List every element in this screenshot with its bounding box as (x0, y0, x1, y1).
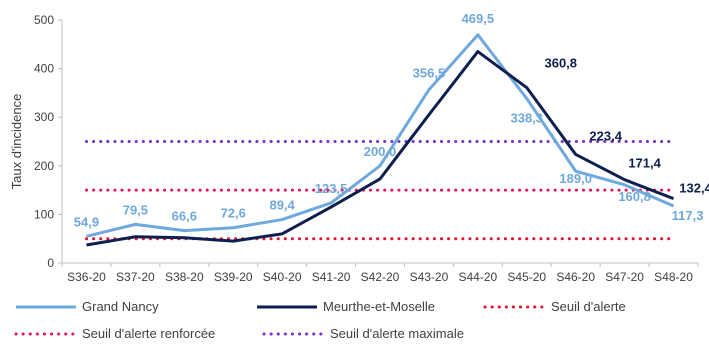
x-tick-label: S48-20 (654, 270, 693, 284)
x-tick-label: S42-20 (361, 270, 400, 284)
data-label-grand-nancy: 338,3 (510, 111, 543, 126)
x-tick-label: S44-20 (458, 270, 497, 284)
legend-label: Meurthe-et-Moselle (323, 299, 435, 314)
data-label-grand-nancy: 356,5 (413, 66, 446, 81)
data-label-grand-nancy: 72,6 (221, 206, 246, 221)
series-layer (84, 33, 676, 247)
data-label-grand-nancy: 89,4 (269, 198, 295, 213)
data-label-meurthe-et-moselle: 360,8 (544, 56, 577, 71)
legend: Grand Nancy Meurthe-et-Moselle Seuil d'ale… (14, 299, 626, 341)
series-line-meurthe-et-moselle (86, 50, 675, 247)
series-line-grand-nancy (86, 33, 675, 238)
y-tick-label: 0 (47, 256, 54, 270)
x-tick-label: S39-20 (214, 270, 253, 284)
legend-label: Seuil d'alerte maximale (330, 326, 464, 341)
data-labels: 54,9 79,5 66,6 72,6 89,4 123,5 200,0 356,5 469,5… (74, 11, 709, 229)
x-tick-label: S45-20 (507, 270, 546, 284)
x-tick-label: S37-20 (116, 270, 155, 284)
y-tick-label: 100 (34, 207, 54, 221)
x-tick-label: S43-20 (410, 270, 449, 284)
data-label-grand-nancy: 469,5 (462, 11, 495, 26)
y-tick-label: 500 (34, 13, 54, 27)
y-tick-label: 200 (34, 159, 54, 173)
legend-label: Seuil d'alerte (551, 299, 626, 314)
x-tick-label: S38-20 (165, 270, 204, 284)
y-tick-label: 300 (34, 110, 54, 124)
axes: 0 100 200 300 400 500 S36-20 S37-20 S38-20 S39-20… (9, 13, 699, 284)
data-label-meurthe-et-moselle: 132,4 (679, 181, 709, 196)
data-label-grand-nancy: 54,9 (74, 214, 99, 229)
y-axis-title: Taux d'incidence (9, 94, 24, 190)
x-tick-label: S40-20 (263, 270, 302, 284)
data-label-grand-nancy: 66,6 (172, 209, 197, 224)
data-label-meurthe-et-moselle: 171,4 (628, 156, 661, 171)
x-tick-label: S41-20 (312, 270, 351, 284)
x-tick-label: S36-20 (67, 270, 106, 284)
data-label-grand-nancy: 200,0 (364, 144, 397, 159)
x-tick-label: S47-20 (605, 270, 644, 284)
legend-label: Seuil d'alerte renforcée (82, 326, 215, 341)
y-tick-label: 400 (34, 62, 54, 76)
data-label-grand-nancy: 123,5 (315, 181, 348, 196)
legend-label: Grand Nancy (82, 299, 159, 314)
data-label-meurthe-et-moselle: 223,4 (589, 128, 622, 143)
x-tick-label: S46-20 (556, 270, 595, 284)
data-label-grand-nancy: 117,3 (672, 208, 704, 223)
data-label-grand-nancy: 189,0 (559, 171, 592, 186)
data-label-grand-nancy: 79,5 (123, 202, 148, 217)
data-label-grand-nancy: 160,8 (618, 189, 651, 204)
